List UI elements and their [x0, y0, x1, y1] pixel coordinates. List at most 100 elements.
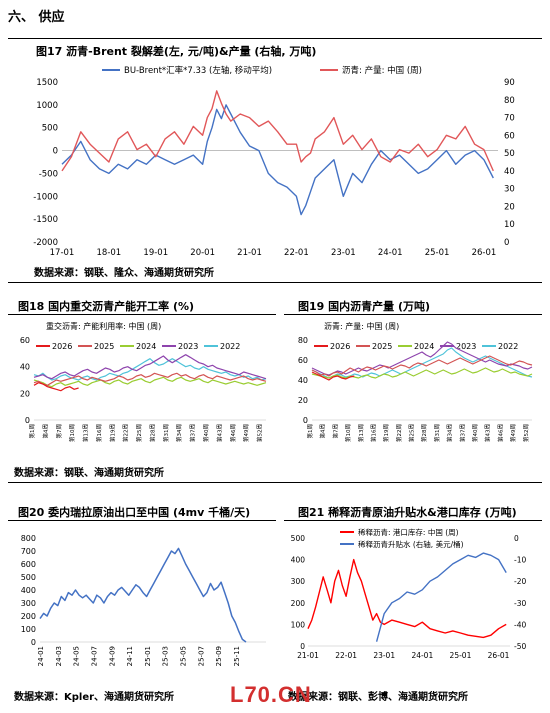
fig19-chart: 沥青: 产量: 中国 (周) 2026 2025 2024 2023 2022 0 20 40 6… [298, 321, 533, 442]
x-tick-label: 第52周 [256, 424, 264, 442]
x-tick-label: 23-01 [331, 248, 356, 258]
x-tick-label: 22-01 [284, 248, 309, 258]
x-tick-label: 第31周 [433, 424, 441, 442]
x-tick-label: 第13周 [82, 424, 90, 442]
divider [8, 520, 276, 521]
x-tick-label: 第16周 [369, 424, 377, 442]
legend-label: 2024 [414, 342, 434, 351]
x-tick-label: 第34周 [446, 424, 454, 442]
x-tick-label: 25-07 [197, 646, 205, 666]
x-tick-label: 26-01 [488, 651, 510, 660]
divider [8, 482, 542, 483]
series-line [33, 358, 267, 381]
y-tick-label: -1500 [33, 215, 58, 225]
x-tick-label: 26-01 [472, 248, 497, 258]
y-tick-label: 1000 [36, 101, 58, 111]
x-tick-label: 21-01 [297, 651, 319, 660]
x-tick-label: 第4周 [319, 424, 327, 439]
fig21-chart: 0 100 200 300 400 500 0 -10 -20 -30 -40 -50 21-01 22-… [291, 527, 527, 660]
y-tick-label: 500 [42, 124, 58, 134]
x-tick-label: 第1周 [306, 424, 314, 439]
series-line [61, 104, 494, 216]
x-tick-label: 第46周 [229, 424, 237, 442]
y-tick-label: 40 [20, 363, 30, 372]
x-tick-label: 24-01 [37, 646, 45, 666]
y-tick-label: 20 [504, 202, 515, 212]
y-tick-label: 200 [291, 599, 306, 608]
x-tick-label: 第19周 [382, 424, 390, 442]
x-tick-label: 24-07 [90, 646, 98, 666]
y-tick-label: -50 [514, 642, 526, 651]
x-tick-label: 第31周 [162, 424, 170, 442]
y-tick-label: 0 [25, 416, 30, 425]
y-tick-label: 70 [504, 114, 515, 124]
y-tick-label: 40 [298, 376, 308, 385]
x-tick-label: 第10周 [68, 424, 76, 442]
x-tick-label: 第10周 [344, 424, 352, 442]
x-tick-label: 第37周 [458, 424, 466, 442]
x-tick-label: 25-03 [162, 646, 170, 666]
y-tick-label: 100 [291, 620, 306, 629]
fig18-title: 图18 国内重交沥青产能开工率 (%) [18, 300, 195, 313]
y-tick-label: 60 [20, 336, 30, 345]
y-tick-label: 400 [21, 586, 36, 595]
fig17-title: 图17 沥青-Brent 裂解差(左, 元/吨)&产量 (右轴, 万吨) [36, 45, 317, 58]
legend-title: 沥青: 产量: 中国 (周) [324, 321, 399, 331]
divider [8, 38, 542, 39]
y-tick-label: -30 [514, 599, 526, 608]
divider [284, 314, 542, 315]
x-tick-label: 第28周 [148, 424, 156, 442]
y-tick-label: 0 [303, 416, 308, 425]
y-tick-label: 20 [20, 389, 30, 398]
x-tick-label: 24-01 [378, 248, 403, 258]
divider [8, 282, 542, 283]
x-tick-label: 25-11 [233, 646, 241, 666]
legend-label: 2023 [456, 342, 476, 351]
x-tick-label: 第49周 [242, 424, 250, 442]
x-tick-label: 第49周 [509, 424, 517, 442]
x-tick-label: 19-01 [143, 248, 168, 258]
y-tick-label: 30 [504, 185, 515, 195]
y-tick-label: 500 [291, 534, 306, 543]
y-tick-label: 80 [504, 96, 515, 106]
y-tick-label: -500 [39, 169, 58, 179]
y-tick-label: -2000 [33, 238, 58, 248]
y-tick-label: 0 [31, 638, 36, 647]
y-tick-label: -10 [514, 556, 526, 565]
fig19-title: 图19 国内沥青产量 (万吨) [298, 300, 431, 313]
series-line [39, 547, 247, 643]
legend-label: 稀释沥青升贴水 (右轴, 美元/桶) [358, 539, 464, 549]
legend-label: 2022 [498, 342, 518, 351]
x-tick-label: 24-01 [411, 651, 433, 660]
x-tick-label: 第22周 [122, 424, 130, 442]
x-tick-label: 第43周 [215, 424, 223, 442]
y-tick-label: 90 [504, 78, 515, 88]
x-tick-label: 第19周 [108, 424, 116, 442]
fig20-title: 图20 委内瑞拉原油出口至中国 (4mv 千桶/天) [18, 506, 251, 519]
y-tick-label: 300 [291, 577, 306, 586]
legend-title: 重交沥青: 产能利用率: 中国 (周) [46, 321, 161, 331]
x-tick-label: 第1周 [28, 424, 36, 439]
site-watermark: L70.CN [230, 682, 312, 707]
divider [8, 314, 276, 315]
y-tick-label: 60 [504, 131, 515, 141]
section-title: 六、 供应 [8, 10, 65, 25]
x-tick-label: 第7周 [331, 424, 339, 439]
series-line [33, 376, 267, 388]
x-tick-label: 第46周 [496, 424, 504, 442]
series-line [33, 354, 267, 380]
legend-label: BU-Brent*汇率*7.33 (左轴, 移动平均) [124, 65, 272, 76]
y-tick-label: 0 [514, 534, 519, 543]
x-tick-label: 24-09 [108, 646, 116, 666]
fig17-source: 数据来源：钢联、隆众、海通期货研究所 [34, 268, 214, 279]
legend-label: 2022 [220, 342, 240, 351]
y-tick-label: 1500 [36, 78, 58, 88]
fig20-source: 数据来源：Kpler、海通期货研究所 [14, 692, 175, 703]
x-tick-label: 24-11 [126, 646, 134, 666]
legend-label: 2025 [372, 342, 392, 351]
legend-label: 沥青: 产量: 中国 (周) [342, 65, 422, 76]
series-line [33, 382, 79, 392]
fig18-chart: 重交沥青: 产能利用率: 中国 (周) 2026 2025 2024 2023 2022 0… [20, 321, 267, 442]
series-line [311, 371, 355, 381]
x-tick-label: 25-09 [215, 646, 223, 666]
